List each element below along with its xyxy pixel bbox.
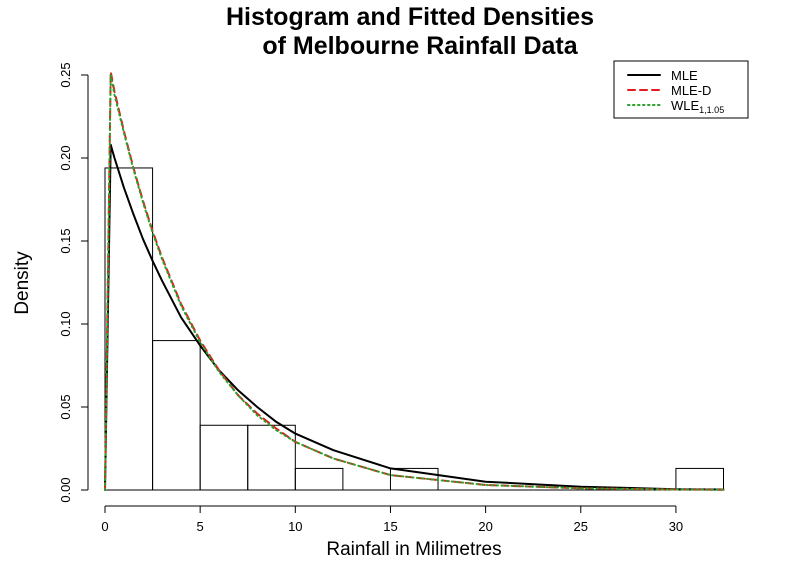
- legend-label: MLE: [671, 68, 698, 83]
- histogram-bar: [247, 424, 296, 491]
- x-tick-label: 30: [669, 519, 683, 534]
- y-axis: 0.00 0.05 0.10 0.15 0.20 0.25: [58, 62, 89, 503]
- x-axis-label: Rainfall in Milimetres: [326, 539, 501, 560]
- chart-title-line-2: of Melbourne Rainfall Data: [262, 32, 578, 60]
- y-tick-label: 0.05: [58, 394, 73, 419]
- x-tick-label: 15: [383, 519, 397, 534]
- density-curves: [104, 70, 725, 491]
- x-tick-label: 0: [101, 519, 108, 534]
- y-tick-label: 0.15: [58, 228, 73, 253]
- density-curve-mle: [104, 143, 725, 491]
- x-axis: 0 5 10 15 20 25 30: [101, 505, 683, 534]
- x-tick-label: 5: [197, 519, 204, 534]
- y-tick-label: 0.20: [58, 145, 73, 170]
- histogram-bar: [294, 467, 344, 491]
- legend-label-subscript: 1,1.05: [699, 105, 724, 115]
- chart-title-line-1: Histogram and Fitted Densities: [226, 3, 594, 31]
- density-curve-wle: [104, 74, 725, 491]
- y-axis-label: Density: [12, 251, 33, 315]
- histogram-bar: [675, 467, 725, 491]
- x-tick-label: 20: [478, 519, 492, 534]
- y-tick-label: 0.25: [58, 62, 73, 87]
- histogram-bar: [104, 167, 154, 491]
- histogram-bar: [152, 340, 201, 491]
- y-tick-label: 0.00: [58, 477, 73, 502]
- density-curve-mle-d: [104, 70, 725, 491]
- legend-label: MLE-D: [671, 83, 711, 98]
- histogram-bar: [199, 424, 249, 491]
- legend-box: [613, 60, 749, 119]
- y-tick-label: 0.10: [58, 311, 73, 336]
- x-tick-label: 10: [288, 519, 302, 534]
- histogram-bars: [104, 167, 725, 491]
- x-tick-label: 25: [574, 519, 588, 534]
